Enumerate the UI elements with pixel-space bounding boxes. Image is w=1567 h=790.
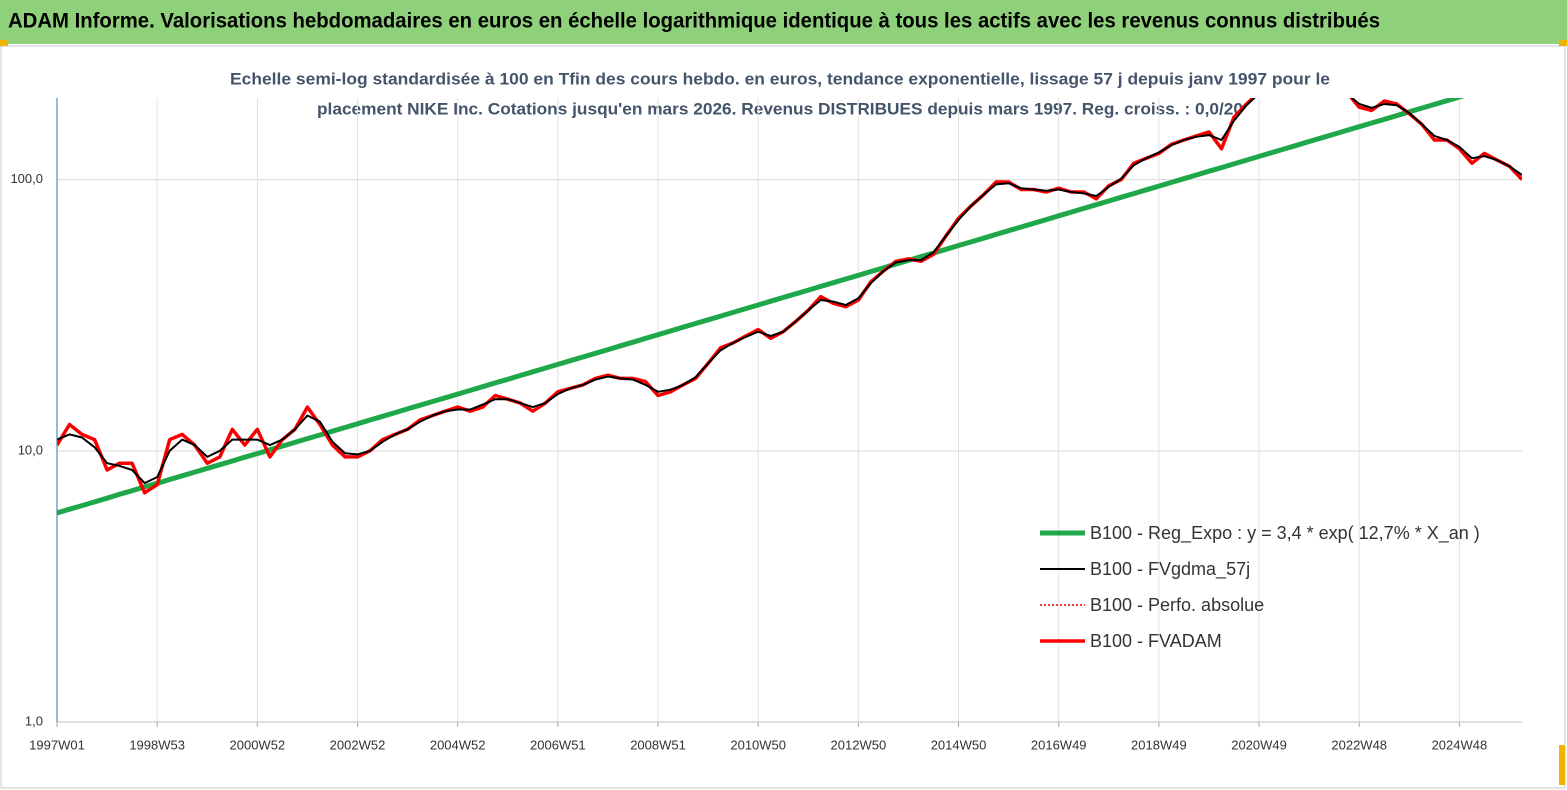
y-tick-label: 10,0 xyxy=(18,442,43,457)
corner-mark xyxy=(1559,745,1565,785)
x-tick-label: 1997W01 xyxy=(29,737,85,752)
x-tick-label: 2014W50 xyxy=(931,737,987,752)
x-tick-label: 2004W52 xyxy=(430,737,486,752)
title-bar xyxy=(0,0,1567,44)
legend-label: B100 - FVgdma_57j xyxy=(1090,559,1250,580)
x-tick-label: 2000W52 xyxy=(230,737,286,752)
y-tick-label: 1,0 xyxy=(25,713,43,728)
chart-subtitle: placement NIKE Inc. Cotations jusqu'en m… xyxy=(317,99,1243,118)
legend-label: B100 - Reg_Expo : y = 3,4 * exp( 12,7% *… xyxy=(1090,523,1480,544)
series-line xyxy=(57,98,1522,485)
chart-subtitle: Echelle semi-log standardisée à 100 en T… xyxy=(230,69,1330,88)
x-tick-label: 2012W50 xyxy=(831,737,887,752)
x-tick-label: 2024W48 xyxy=(1432,737,1488,752)
x-tick-label: 2008W51 xyxy=(630,737,686,752)
x-tick-label: 2002W52 xyxy=(330,737,386,752)
x-tick-label: 2022W48 xyxy=(1331,737,1387,752)
x-tick-label: 2016W49 xyxy=(1031,737,1087,752)
chart-frame xyxy=(0,45,1566,789)
x-tick-label: 1998W53 xyxy=(129,737,185,752)
legend-label: B100 - FVADAM xyxy=(1090,631,1222,651)
x-tick-label: 2018W49 xyxy=(1131,737,1187,752)
x-tick-label: 2006W51 xyxy=(530,737,586,752)
legend: B100 - Reg_Expo : y = 3,4 * exp( 12,7% *… xyxy=(1040,523,1480,651)
x-tick-label: 2010W50 xyxy=(730,737,786,752)
corner-mark xyxy=(0,40,8,46)
y-tick-label: 100,0 xyxy=(10,171,43,186)
x-tick-label: 2020W49 xyxy=(1231,737,1287,752)
chart-title: ADAM Informe. Valorisations hebdomadaire… xyxy=(8,10,1380,33)
axes: 1,0 10,0 100,0 1997W01 1998W53 2000W52 2002W52… xyxy=(10,98,1522,752)
series-line xyxy=(57,98,1465,516)
plot xyxy=(57,98,1522,516)
legend-label: B100 - Perfo. absolue xyxy=(1090,595,1264,615)
corner-mark xyxy=(1559,40,1567,46)
